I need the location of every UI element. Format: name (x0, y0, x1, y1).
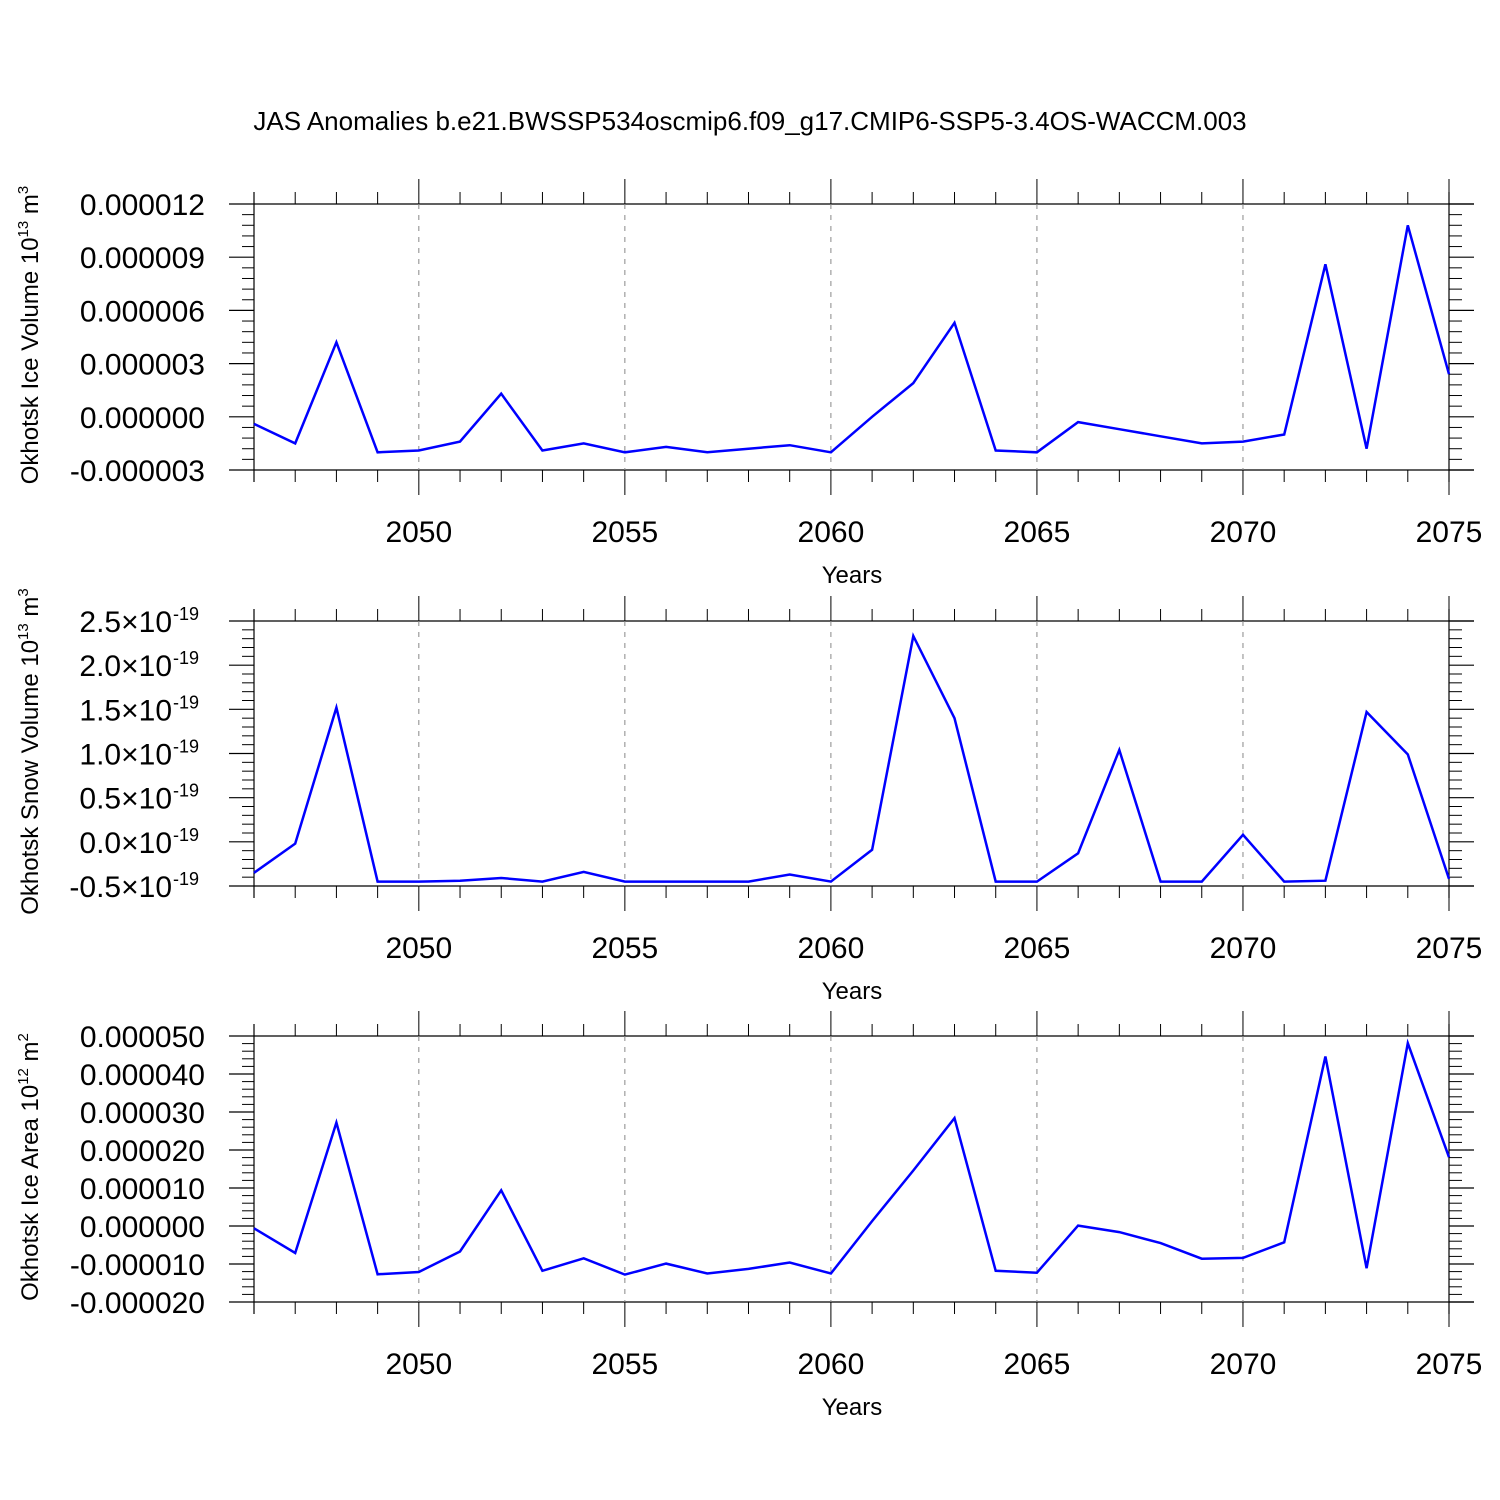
ytick-label: 0.000020 (80, 1135, 205, 1168)
ytick-label: 0.000006 (80, 295, 205, 328)
xtick-label: 2055 (591, 932, 658, 965)
ytick-label: -0.000003 (70, 455, 205, 488)
y-axis-label: Okhotsk Ice Area 1012 m2 (15, 1033, 44, 1301)
series-line (253, 632, 1451, 883)
ytick-label: 0.000009 (80, 242, 205, 275)
ytick-label: 0.000010 (80, 1173, 205, 1206)
x-axis-label: Years (822, 562, 883, 589)
xtick-label: 2065 (1004, 1348, 1071, 1381)
x-axis-label: Years (822, 1394, 883, 1421)
xtick-label: 2065 (1004, 516, 1071, 549)
xtick-label: 2075 (1416, 932, 1483, 965)
ytick-label: 2.0×10 (79, 650, 172, 683)
ytick-label: 1.5×10 (79, 694, 172, 727)
ytick-exponent: -19 (173, 604, 199, 624)
xtick-label: 2050 (385, 1348, 452, 1381)
ytick-label: 0.000050 (80, 1021, 205, 1054)
ytick-label: 0.000000 (80, 1211, 205, 1244)
xtick-label: 2075 (1416, 516, 1483, 549)
x-axis-label: Years (822, 978, 883, 1005)
xtick-label: 2055 (591, 516, 658, 549)
xtick-label: 2070 (1210, 932, 1277, 965)
y-axis-label: Okhotsk Ice Volume 1013 m3 (15, 186, 44, 485)
y-axis-label: Okhotsk Snow Volume 1013 m3 (15, 588, 44, 915)
xtick-label: 2060 (798, 516, 865, 549)
xtick-label: 2070 (1210, 1348, 1277, 1381)
xtick-label: 2050 (385, 516, 452, 549)
ytick-label: 1.0×10 (79, 739, 172, 772)
ytick-label: 2.5×10 (79, 606, 172, 639)
ytick-exponent: -19 (173, 869, 199, 889)
ytick-label: -0.000010 (70, 1249, 205, 1282)
xtick-label: 2075 (1416, 1348, 1483, 1381)
xtick-label: 2070 (1210, 516, 1277, 549)
ytick-label: 0.0×10 (79, 827, 172, 860)
ytick-label: 0.000030 (80, 1097, 205, 1130)
ytick-label: 0.000040 (80, 1059, 205, 1092)
ytick-exponent: -19 (173, 825, 199, 845)
xtick-label: 2060 (798, 932, 865, 965)
chart-title: JAS Anomalies b.e21.BWSSP534oscmip6.f09_… (253, 106, 1246, 136)
xtick-label: 2060 (798, 1348, 865, 1381)
ytick-exponent: -19 (173, 692, 199, 712)
ytick-label: 0.000000 (80, 402, 205, 435)
panel-1: -0.000003 0.000000 0.000003 0.000006 0.00000… (15, 179, 1482, 589)
xtick-label: 2050 (385, 932, 452, 965)
ytick-exponent: -19 (173, 737, 199, 757)
ytick-label: 0.5×10 (79, 783, 172, 816)
xtick-label: 2065 (1004, 932, 1071, 965)
chart-panels: -0.000003 0.000000 0.000003 0.000006 0.00000… (15, 179, 1482, 1421)
ytick-exponent: -19 (173, 781, 199, 801)
panel-2: -0.5×10 -190.0×10 -190.5×10 -191.0×10 -191.5… (15, 588, 1482, 1005)
series-line (253, 224, 1451, 454)
ytick-label: 0.000003 (80, 349, 205, 382)
series-line (253, 1038, 1451, 1276)
ytick-label: 0.000012 (80, 189, 205, 222)
panel-3: -0.000020 -0.000010 0.000000 0.000010 0.0000… (15, 1011, 1482, 1421)
ytick-exponent: -19 (173, 648, 199, 668)
ytick-label: -0.000020 (70, 1287, 205, 1320)
ytick-label: -0.5×10 (69, 871, 172, 904)
xtick-label: 2055 (591, 1348, 658, 1381)
